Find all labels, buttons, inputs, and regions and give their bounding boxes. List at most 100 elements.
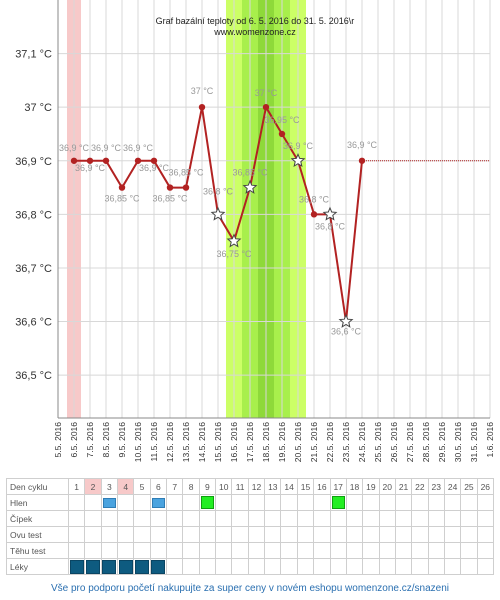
table-cell <box>329 526 347 543</box>
table-cell: 16 <box>313 478 331 495</box>
x-tick-label: 12.5. 2016 <box>165 422 175 462</box>
y-tick-label: 36,7 °C <box>15 263 52 275</box>
x-tick-label: 27.5. 2016 <box>405 422 415 462</box>
med-marker <box>118 559 133 574</box>
chart-title: Graf bazální teploty od 6. 5. 2016 do 31… <box>155 16 355 26</box>
table-cell <box>427 558 445 575</box>
table-cell <box>231 494 249 511</box>
table-cell <box>443 494 462 511</box>
table-cell <box>443 558 462 575</box>
table-cell <box>133 558 151 575</box>
table-cell: 15 <box>296 478 315 495</box>
data-label: 36,9 °C <box>139 163 170 173</box>
table-cell <box>198 526 217 543</box>
table-cell <box>280 510 298 527</box>
table-cell: 26 <box>476 478 495 495</box>
table-cell <box>117 526 135 543</box>
table-cell <box>166 558 184 575</box>
data-label: 36,85 °C <box>168 168 204 178</box>
table-cell <box>117 510 135 527</box>
table-cell: 11 <box>231 478 249 495</box>
table-cell: 8 <box>182 478 200 495</box>
table-cell <box>296 510 315 527</box>
table-cell <box>264 510 282 527</box>
table-cell <box>133 542 151 559</box>
table-cell <box>443 542 462 559</box>
table-cell: 6 <box>149 478 168 495</box>
table-cell <box>84 510 102 527</box>
x-tick-label: 23.5. 2016 <box>341 422 351 462</box>
table-cell <box>313 494 331 511</box>
table-cell <box>296 526 315 543</box>
table-cell <box>215 558 233 575</box>
table-cell: 10 <box>215 478 233 495</box>
table-cell <box>460 558 478 575</box>
table-cell <box>149 494 168 511</box>
table-cell <box>198 494 217 511</box>
x-tick-label: 10.5. 2016 <box>133 422 143 462</box>
table-cell <box>476 510 495 527</box>
table-cell <box>247 558 266 575</box>
data-label: 36,8 °C <box>299 194 330 204</box>
table-cell <box>329 494 347 511</box>
table-cell <box>280 542 298 559</box>
table-cell <box>394 542 413 559</box>
table-cell <box>313 558 331 575</box>
table-cell: 25 <box>460 478 478 495</box>
x-tick-label: 17.5. 2016 <box>245 422 255 462</box>
table-cell <box>296 558 315 575</box>
data-label: 36,9 °C <box>347 140 378 150</box>
x-tick-label: 20.5. 2016 <box>293 422 303 462</box>
x-tick-label: 8.5. 2016 <box>101 422 111 458</box>
table-cell: 20 <box>378 478 396 495</box>
table-cell <box>117 494 135 511</box>
row-label: Den cyklu <box>6 478 69 495</box>
table-cell <box>231 542 249 559</box>
table-cell <box>411 542 429 559</box>
table-cell <box>329 558 347 575</box>
table-cell <box>84 526 102 543</box>
table-cell <box>133 494 151 511</box>
shop-footer-link[interactable]: Vše pro podporu početí nakupujte za supe… <box>50 583 450 594</box>
table-cell <box>149 510 168 527</box>
x-tick-label: 28.5. 2016 <box>421 422 431 462</box>
table-cell <box>362 510 380 527</box>
table-cell <box>149 542 168 559</box>
table-cell <box>84 542 102 559</box>
x-tick-label: 9.5. 2016 <box>117 422 127 458</box>
table-cell <box>427 526 445 543</box>
data-point <box>134 157 142 164</box>
table-cell <box>182 510 200 527</box>
data-label: 36,9 °C <box>75 163 106 173</box>
table-cell <box>411 494 429 511</box>
data-label: 36,85 °C <box>232 168 268 178</box>
table-cell <box>247 526 266 543</box>
table-cell <box>329 510 347 527</box>
data-point <box>198 103 206 111</box>
table-cell <box>166 510 184 527</box>
table-cell <box>460 510 478 527</box>
data-label: 36,8 °C <box>315 221 346 231</box>
table-cell <box>362 558 380 575</box>
x-tick-label: 19.5. 2016 <box>277 422 287 462</box>
table-cell <box>362 494 380 511</box>
table-cell <box>182 558 200 575</box>
table-cell: 3 <box>100 478 119 495</box>
data-label: 36,9 °C <box>91 143 122 153</box>
table-cell <box>166 526 184 543</box>
table-cell <box>166 494 184 511</box>
chart-subtitle: www.womenzone.cz <box>214 27 296 37</box>
table-cell <box>460 542 478 559</box>
table-cell: 9 <box>198 478 217 495</box>
table-cell <box>476 526 495 543</box>
data-point <box>166 184 174 191</box>
data-label: 36,85 °C <box>152 194 188 204</box>
y-tick-label: 36,5 °C <box>15 370 52 382</box>
table-cell <box>100 510 119 527</box>
table-cell: 13 <box>264 478 282 495</box>
y-tick-label: 37,1 °C <box>15 49 52 61</box>
table-cell <box>247 494 266 511</box>
table-cell <box>264 558 282 575</box>
table-cell <box>100 494 119 511</box>
y-tick-label: 36,8 °C <box>15 209 52 221</box>
